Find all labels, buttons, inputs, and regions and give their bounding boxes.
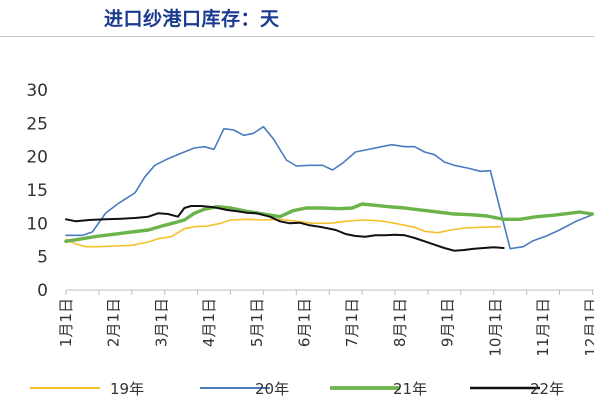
x-tick-label: 10月1日	[486, 298, 504, 357]
series-line-1	[65, 125, 594, 250]
y-tick-label: 25	[26, 114, 48, 134]
x-tick-label: 7月1日	[343, 298, 361, 347]
y-tick-label: 10	[26, 214, 48, 234]
series-line-0	[65, 218, 502, 248]
legend-label-2: 21年	[393, 380, 427, 398]
x-tick-label: 1月1日	[57, 298, 75, 347]
y-tick-label: 15	[26, 181, 48, 201]
series-lines	[64, 125, 594, 252]
x-tick-label: 12月1日	[582, 298, 594, 357]
y-tick-label: 0	[37, 281, 48, 301]
title-divider	[0, 36, 594, 37]
y-axis: 0 5 10 15 20 25 30	[26, 81, 48, 301]
x-tick-label: 2月1日	[105, 298, 123, 347]
series-line-2	[64, 202, 594, 244]
legend-label-1: 20年	[255, 380, 289, 398]
x-tick-label: 11月1日	[534, 298, 552, 357]
x-tick-label: 3月1日	[152, 298, 170, 347]
x-tick-label: 8月1日	[391, 298, 409, 347]
legend-label-3: 22年	[530, 380, 564, 398]
x-axis: 1月1日 2月1日 3月1日 4月1日 5月1日 6月1日 7月1日 8月1日 9月1日 10月1…	[57, 289, 594, 357]
legend-label-0: 19年	[110, 380, 144, 398]
x-tick-label: 9月1日	[439, 298, 457, 347]
x-tick-label: 4月1日	[200, 298, 218, 347]
x-tick-label: 5月1日	[248, 298, 266, 347]
y-tick-label: 30	[26, 81, 48, 101]
y-tick-label: 20	[26, 148, 48, 168]
x-tick-label: 6月1日	[296, 298, 314, 347]
y-tick-label: 5	[37, 248, 48, 268]
chart-title: 进口纱港口库存：天	[104, 8, 280, 30]
series-line-3	[65, 205, 505, 252]
legend: 19年 20年 21年 22年	[30, 380, 564, 398]
